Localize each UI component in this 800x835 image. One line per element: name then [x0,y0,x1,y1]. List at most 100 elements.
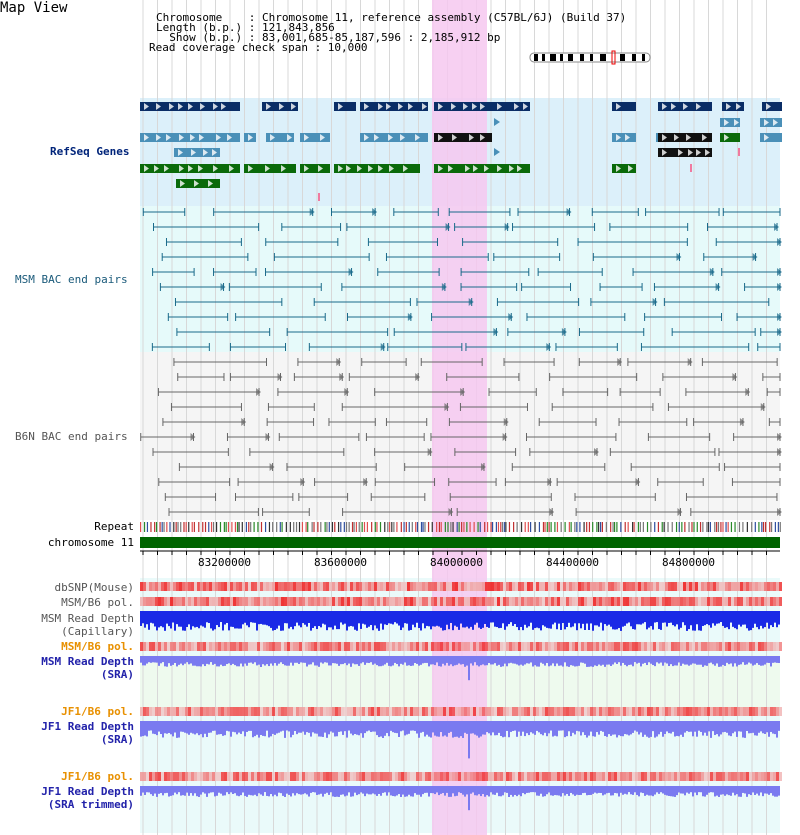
track-label-refseq[interactable]: RefSeq Genes [50,145,130,158]
heat-cell [656,642,659,651]
heat-cell [647,772,650,781]
depth-bar [474,656,476,663]
depth-bar [268,786,270,797]
track-label-msm-bac[interactable]: MSM BAC end pairs [15,273,128,286]
depth-bar [490,721,492,736]
heat-cell [401,707,404,716]
heat-cell [593,582,596,591]
heat-cell [431,642,434,651]
track-label-repeat: Repeat [94,520,134,533]
heat-cell [557,582,560,591]
depth-bar [548,656,550,667]
repeat-block [238,522,240,532]
strand-arrow [625,134,630,141]
depth-bar [274,611,276,630]
heat-cell [758,597,761,606]
depth-bar [392,786,394,797]
heat-cell [173,642,176,651]
depth-bar [204,611,206,628]
repeat-block [542,522,545,532]
bac-arrow [468,298,474,306]
bac-arrow [549,508,555,516]
strand-arrow [357,165,362,172]
heat-cell [278,707,281,716]
depth-bar [208,656,210,665]
heat-cell [518,707,521,716]
heat-cell [581,707,584,716]
depth-bar [268,656,270,667]
heat-cell [425,597,428,606]
heat-cell [746,642,749,651]
depth-bar [640,656,642,667]
heat-cell [704,642,707,651]
depth-bar [262,611,264,625]
depth-bar [216,656,218,667]
heat-cell [179,597,182,606]
heat-cell [533,642,536,651]
heat-cell [209,582,212,591]
heat-cell [341,582,344,591]
chromosome-ideogram[interactable] [529,50,651,65]
depth-bar [448,656,450,666]
heat-cell [473,772,476,781]
heat-cell [314,582,317,591]
heat-cell [341,642,344,651]
depth-bar [214,721,216,731]
ideogram-band [642,54,645,61]
heat-cell [503,707,506,716]
heat-cell [239,597,242,606]
heat-cell [419,707,422,716]
depth-bar [338,721,340,732]
depth-bar [496,786,498,793]
heat-cell [437,582,440,591]
heat-cell [512,597,515,606]
heat-cell [623,642,626,651]
heat-cell [644,642,647,651]
depth-bar [542,656,544,664]
depth-bar [266,786,268,796]
depth-bar [310,721,312,737]
heat-cell [305,772,308,781]
repeat-block [456,522,458,532]
heat-cell [539,772,542,781]
heat-cell [143,772,146,781]
heat-cell [230,597,233,606]
heat-cell [356,642,359,651]
heat-cell [656,597,659,606]
depth-bar [186,656,188,663]
heat-cell [425,772,428,781]
heat-cell [389,707,392,716]
heat-cell [668,707,671,716]
heat-cell [371,707,374,716]
depth-bar [386,656,388,663]
depth-bar [444,656,446,666]
repeat-block [654,522,656,532]
depth-bar [734,721,736,732]
bac-arrow [256,388,262,396]
heat-cell [638,772,641,781]
depth-bar [370,786,372,795]
depth-bar [428,786,430,797]
depth-bar [464,656,466,667]
heat-cell [338,597,341,606]
depth-bar [736,656,738,667]
depth-bar [670,656,672,665]
depth-bar [164,656,166,667]
depth-bar [146,611,148,625]
bac-arrow [777,283,782,291]
strand-arrow [166,134,171,141]
depth-bar [492,721,494,733]
heat-cell [386,642,389,651]
depth-bar [326,611,328,631]
depth-bar [382,611,384,630]
heat-cell [413,707,416,716]
repeat-block [387,522,389,532]
depth-bar [664,786,666,795]
depth-bar [596,656,598,667]
depth-bar [248,721,250,731]
track-label-b6n-bac[interactable]: B6N BAC end pairs [15,430,128,443]
heat-cell [560,707,563,716]
heat-cell [164,707,167,716]
depth-bar [440,786,442,794]
